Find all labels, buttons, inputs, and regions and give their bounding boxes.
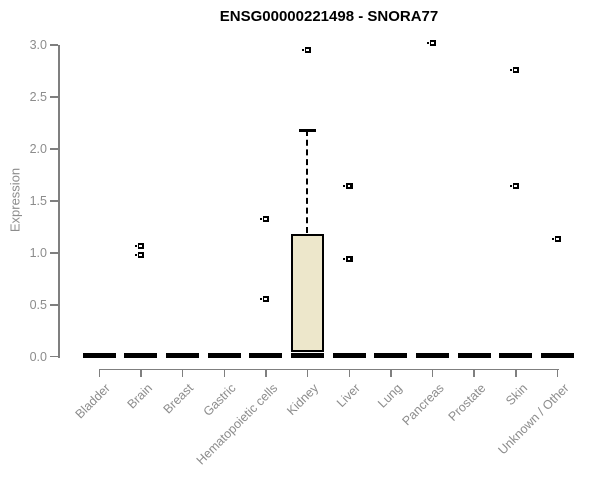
box-collapsed-bar — [291, 352, 325, 358]
x-axis-tick — [265, 368, 267, 377]
x-axis-tick — [515, 368, 517, 377]
outlier-marker — [510, 67, 520, 74]
x-axis-line — [99, 368, 560, 370]
x-category-label: Pancreas — [399, 381, 447, 429]
x-category-label: Hematopoietic cells — [193, 381, 280, 468]
box-collapsed-bar — [207, 352, 241, 358]
box-collapsed-bar — [249, 352, 283, 358]
x-axis-tick — [223, 368, 226, 377]
y-tick-label: 0.0 — [29, 349, 47, 364]
y-tick-label: 3.0 — [29, 38, 47, 53]
x-category-label: Liver — [334, 381, 364, 411]
box-collapsed-bar — [416, 352, 450, 358]
outlier-marker — [343, 183, 353, 190]
y-axis-line — [58, 45, 60, 359]
y-tick-label: 2.0 — [29, 141, 47, 156]
y-tick-label: 2.5 — [29, 90, 47, 105]
x-category-label: Prostate — [445, 381, 489, 424]
box-collapsed-bar — [541, 352, 575, 358]
outlier-marker — [260, 295, 270, 302]
y-tick-label: 1.5 — [29, 193, 47, 208]
box-collapsed-bar — [457, 352, 491, 358]
y-axis-tick — [50, 44, 58, 46]
outlier-marker — [343, 256, 353, 263]
outlier-marker — [510, 183, 520, 190]
x-axis-tick — [98, 368, 101, 377]
box-rect — [291, 234, 325, 352]
x-category-label: Lung — [375, 381, 405, 411]
box-collapsed-bar — [166, 352, 200, 358]
x-category-label: Bladder — [72, 381, 114, 422]
x-axis-tick — [306, 368, 309, 377]
chart-title: ENSG00000221498 - SNORA77 — [219, 8, 439, 25]
x-category-label: Gastric — [200, 381, 239, 419]
y-tick-label: 1.0 — [29, 245, 47, 260]
y-axis-tick — [50, 252, 58, 254]
x-category-label: Unknown / Other — [495, 381, 572, 458]
x-axis-tick — [140, 368, 142, 377]
x-axis-tick — [556, 368, 559, 377]
y-axis-tick — [50, 304, 58, 306]
x-category-label: Brain — [124, 381, 155, 412]
outlier-marker — [135, 251, 145, 258]
y-axis-tick — [50, 200, 58, 202]
whisker-line — [306, 130, 309, 234]
box-collapsed-bar — [374, 352, 408, 358]
outlier-marker — [551, 236, 562, 243]
x-category-label: Kidney — [284, 381, 322, 418]
box-collapsed-bar — [124, 352, 158, 358]
outlier-marker — [301, 47, 312, 54]
x-axis-tick — [181, 368, 184, 377]
box-collapsed-bar — [499, 352, 533, 358]
y-axis-tick — [50, 355, 58, 358]
outlier-marker — [260, 215, 270, 222]
whisker-cap — [299, 129, 317, 132]
y-axis-tick — [50, 96, 58, 98]
box-collapsed-bar — [82, 352, 116, 358]
x-axis-tick — [431, 368, 434, 377]
y-axis-tick — [50, 148, 58, 150]
y-tick-label: 0.5 — [29, 297, 47, 312]
x-axis-tick — [473, 368, 475, 377]
outlier-marker — [426, 40, 437, 47]
x-category-label: Skin — [502, 381, 530, 409]
outlier-marker — [135, 242, 145, 249]
x-axis-tick — [348, 368, 350, 377]
box-collapsed-bar — [332, 352, 366, 358]
x-category-label: Breast — [161, 381, 197, 417]
x-axis-tick — [390, 368, 392, 377]
y-axis-title: Expression — [7, 167, 23, 233]
